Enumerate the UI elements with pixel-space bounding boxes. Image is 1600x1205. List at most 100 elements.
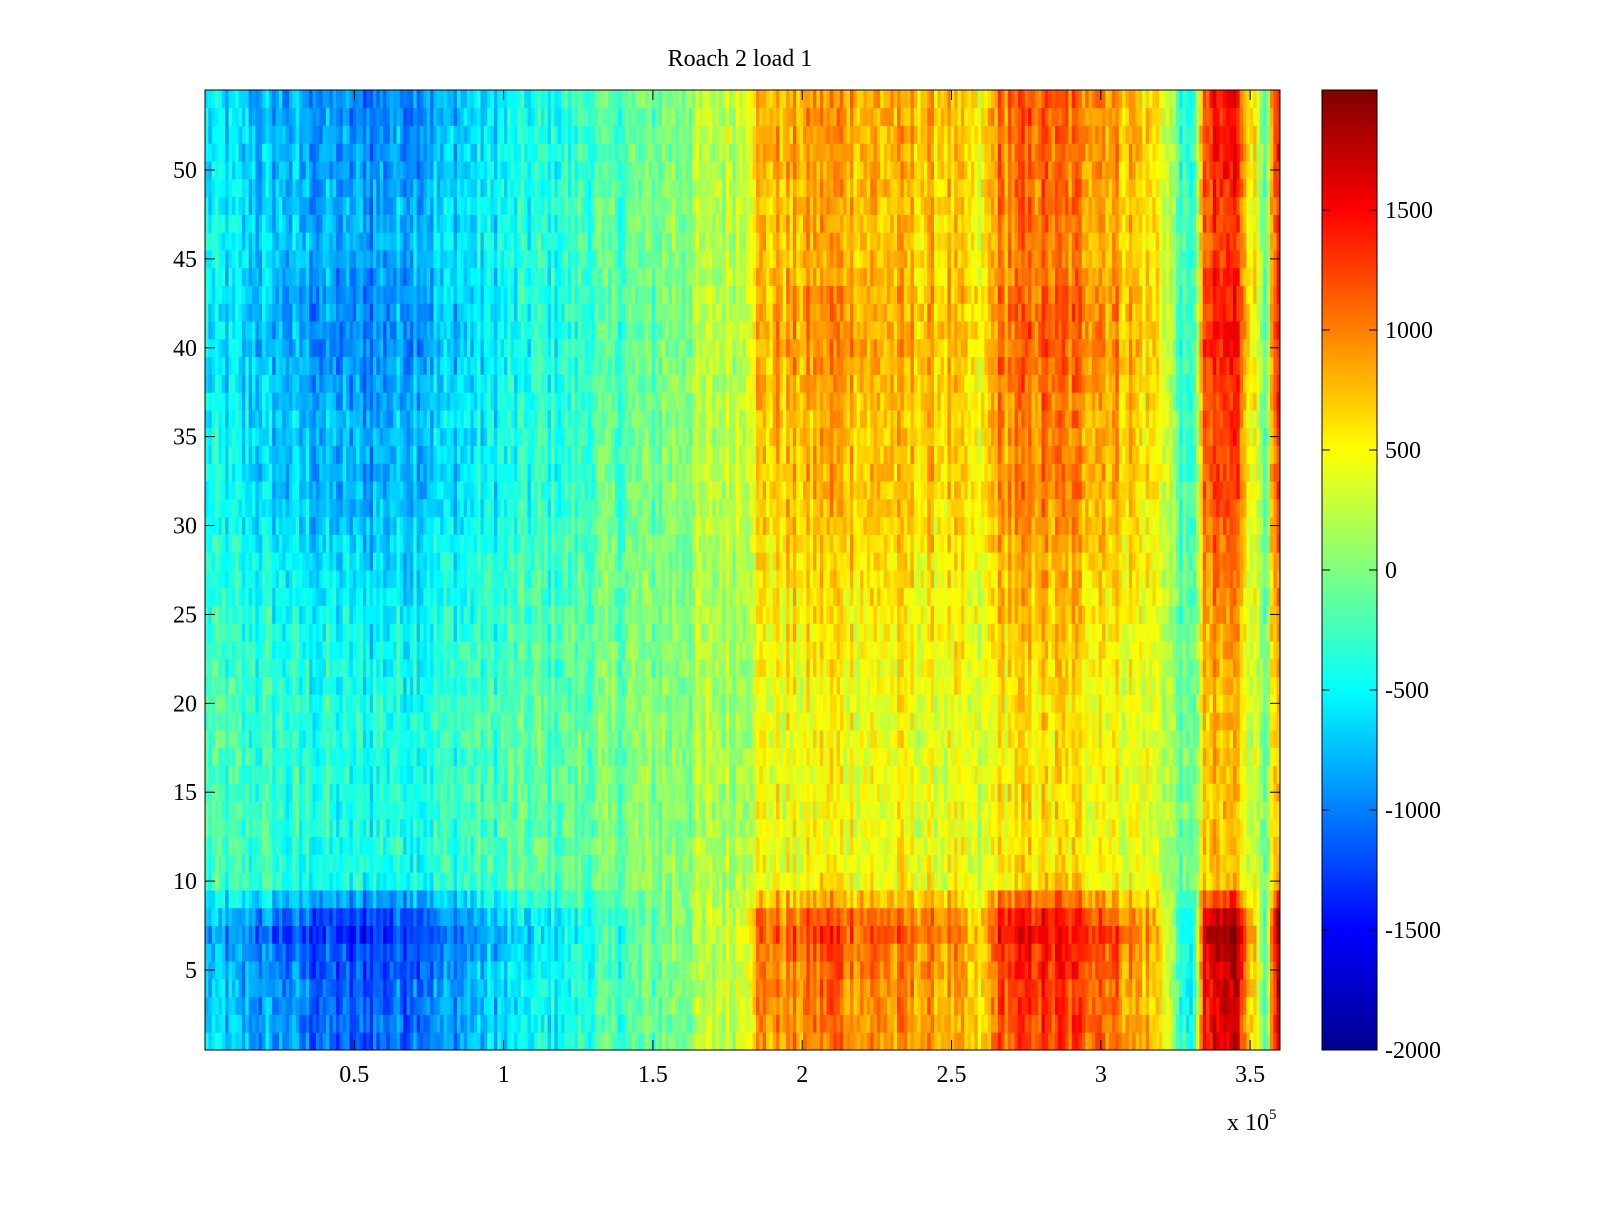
heatmap-cell — [1199, 943, 1204, 962]
heatmap-cell — [356, 872, 360, 891]
heatmap-cell — [907, 925, 911, 944]
heatmap-cell — [682, 872, 686, 891]
heatmap-cell — [463, 961, 468, 980]
heatmap-cell — [433, 943, 438, 962]
heatmap-cell — [1105, 996, 1110, 1015]
heatmap-cell — [1108, 890, 1113, 909]
heatmap-cell — [964, 978, 968, 998]
heatmap-cell — [500, 943, 505, 962]
heatmap-cell — [1048, 872, 1052, 891]
heatmap-cell — [796, 925, 801, 944]
heatmap-cell — [920, 818, 925, 838]
heatmap-cell — [1179, 872, 1183, 891]
heatmap-cell — [460, 890, 465, 909]
heatmap-cell — [1132, 978, 1136, 998]
heatmap-cell — [503, 818, 508, 838]
heatmap-cell — [584, 943, 589, 962]
heatmap-cell — [715, 801, 720, 820]
heatmap-cell — [473, 907, 478, 926]
heatmap-cell — [426, 818, 431, 838]
heatmap-cell — [739, 1032, 743, 1051]
heatmap-cell — [295, 836, 300, 855]
heatmap-cell — [379, 801, 384, 820]
heatmap-cell — [430, 925, 434, 944]
heatmap-cell — [299, 978, 303, 998]
heatmap-cell — [396, 1014, 401, 1033]
heatmap-cell — [645, 925, 649, 944]
heatmap-cell — [937, 1014, 942, 1033]
heatmap-cell — [984, 961, 989, 980]
heatmap-cell — [682, 996, 686, 1015]
heatmap-cell — [537, 996, 542, 1015]
heatmap-cell — [598, 1032, 602, 1051]
heatmap-cell — [211, 996, 216, 1015]
heatmap-cell — [913, 1032, 918, 1051]
heatmap-cell — [1246, 925, 1251, 944]
heatmap-cell — [487, 1032, 491, 1051]
heatmap-cell — [594, 765, 599, 784]
heatmap-cell — [729, 765, 733, 784]
heatmap-cell — [645, 907, 649, 926]
heatmap-cell — [658, 978, 663, 998]
heatmap-cell — [782, 907, 787, 926]
heatmap-cell — [846, 783, 851, 802]
heatmap-cell — [981, 978, 985, 998]
heatmap-cell — [1004, 890, 1009, 909]
heatmap-cell — [729, 978, 733, 998]
heatmap-cell — [379, 836, 384, 855]
heatmap-cell — [718, 925, 723, 944]
heatmap-cell — [379, 943, 384, 962]
heatmap-cell — [658, 801, 663, 820]
heatmap-cell — [483, 801, 488, 820]
heatmap-cell — [1162, 783, 1167, 802]
heatmap-cell — [1202, 961, 1207, 980]
heatmap-cell — [671, 978, 676, 998]
heatmap-cell — [477, 890, 481, 909]
heatmap-cell — [1152, 890, 1157, 909]
heatmap-cell — [621, 1014, 626, 1033]
heatmap-cell — [1253, 996, 1257, 1015]
heatmap-cell — [923, 783, 928, 802]
heatmap-cell — [722, 872, 727, 891]
heatmap-cell — [1172, 818, 1177, 838]
heatmap-cell — [1071, 801, 1076, 820]
heatmap-cell — [601, 1032, 606, 1051]
heatmap-cell — [967, 836, 972, 855]
heatmap-cell — [917, 961, 921, 980]
heatmap-cell — [718, 818, 723, 838]
heatmap-cell — [463, 907, 468, 926]
heatmap-cell — [950, 943, 955, 962]
heatmap-cell — [561, 854, 565, 873]
heatmap-cell — [557, 783, 562, 802]
heatmap-cell — [900, 801, 905, 820]
heatmap-cell — [1007, 836, 1012, 855]
heatmap-cell — [1172, 907, 1177, 926]
heatmap-cell — [1229, 961, 1234, 980]
heatmap-cell — [393, 872, 397, 891]
heatmap-cell — [1085, 872, 1089, 891]
heatmap-cell — [742, 996, 747, 1015]
heatmap-cell — [782, 996, 787, 1015]
heatmap-cell — [1061, 996, 1066, 1015]
heatmap-cell — [507, 765, 512, 784]
heatmap-cell — [587, 996, 592, 1015]
heatmap-cell — [1001, 961, 1005, 980]
heatmap-cell — [671, 890, 676, 909]
heatmap-cell — [665, 818, 669, 838]
heatmap-cell — [802, 872, 807, 891]
heatmap-cell — [984, 907, 989, 926]
heatmap-cell — [1236, 996, 1241, 1015]
heatmap-cell — [218, 925, 223, 944]
heatmap-cell — [1239, 836, 1244, 855]
heatmap-cell — [1108, 818, 1113, 838]
heatmap-cell — [1162, 890, 1167, 909]
heatmap-cell — [970, 996, 975, 1015]
heatmap-cell — [1169, 836, 1173, 855]
heatmap-cell — [1216, 818, 1220, 838]
heatmap-cell — [641, 907, 646, 926]
heatmap-cell — [910, 854, 915, 873]
heatmap-cell — [473, 872, 478, 891]
heatmap-cell — [762, 996, 767, 1015]
heatmap-cell — [1142, 907, 1147, 926]
heatmap-cell — [1165, 890, 1170, 909]
